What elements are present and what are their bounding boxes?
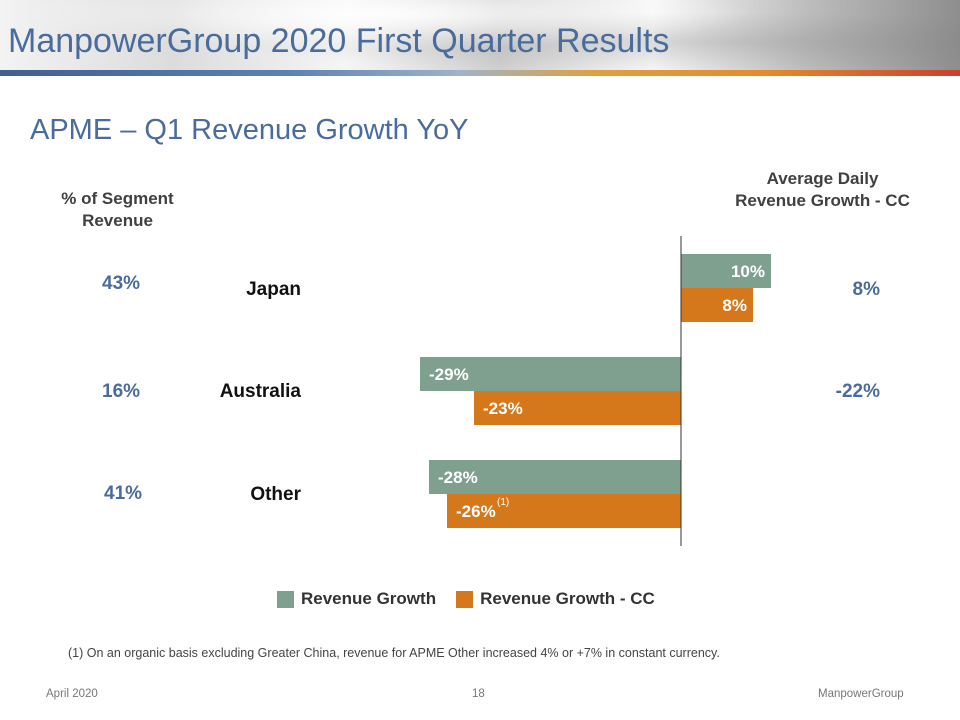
footnote-marker-other: (1) [497, 497, 509, 508]
cc-growth-header-line1: Average Daily [766, 169, 879, 188]
footer-company: ManpowerGroup [818, 688, 904, 700]
segment-pct-japan: 43% [102, 273, 141, 294]
bar-revenue-growth-japan [681, 254, 771, 288]
segment-pct-other: 41% [104, 483, 143, 504]
segment-revenue-header-line1: % of Segment [61, 189, 174, 208]
cc-growth-australia: -22% [835, 381, 880, 402]
category-label-australia: Australia [219, 381, 301, 402]
title-color-band [0, 70, 960, 76]
footnote: (1) On an organic basis excluding Greate… [68, 646, 720, 660]
cc-growth-japan: 8% [852, 279, 880, 300]
legend-swatch-revenue-growth [277, 590, 294, 608]
bar-revenue-growth-cc-australia [474, 391, 681, 425]
data-label-revenue-growth-cc-other: -26% [456, 502, 496, 521]
footer-page-number: 18 [472, 688, 485, 700]
slide-subtitle: APME – Q1 Revenue Growth YoY [30, 114, 469, 146]
data-label-revenue-growth-australia: -29% [429, 365, 469, 384]
header-banner: ManpowerGroup 2020 First Quarter Results [0, 0, 960, 70]
bar-chart-bars: 10% -29% -28% 8% -23% -26% (1) [420, 254, 771, 528]
legend-swatch-revenue-growth-cc [456, 590, 474, 608]
chart-legend: Revenue Growth Revenue Growth - CC [277, 589, 675, 609]
data-label-revenue-growth-other: -28% [438, 468, 478, 487]
header-background [0, 0, 960, 70]
legend-label-revenue-growth: Revenue Growth [301, 589, 437, 608]
page-title: ManpowerGroup 2020 First Quarter Results [8, 22, 670, 60]
data-label-revenue-growth-japan: 10% [731, 262, 765, 281]
data-label-revenue-growth-cc-japan: 8% [722, 296, 747, 315]
footer-date: April 2020 [46, 688, 98, 700]
legend-label-revenue-growth-cc: Revenue Growth - CC [480, 589, 655, 608]
data-label-revenue-growth-cc-australia: -23% [483, 399, 523, 418]
segment-pct-australia: 16% [102, 381, 141, 402]
cc-growth-header: Average Daily Revenue Growth - CC [700, 168, 945, 212]
bar-revenue-growth-cc-other [447, 494, 681, 528]
bar-revenue-growth-other [429, 460, 681, 494]
bar-revenue-growth-australia [420, 357, 681, 391]
category-label-other: Other [250, 484, 301, 505]
segment-revenue-header: % of Segment Revenue [40, 188, 195, 232]
category-label-japan: Japan [246, 279, 301, 300]
bar-revenue-growth-cc-japan [681, 288, 753, 322]
segment-revenue-header-line2: Revenue [82, 211, 153, 230]
cc-growth-header-line2: Revenue Growth - CC [735, 191, 910, 210]
